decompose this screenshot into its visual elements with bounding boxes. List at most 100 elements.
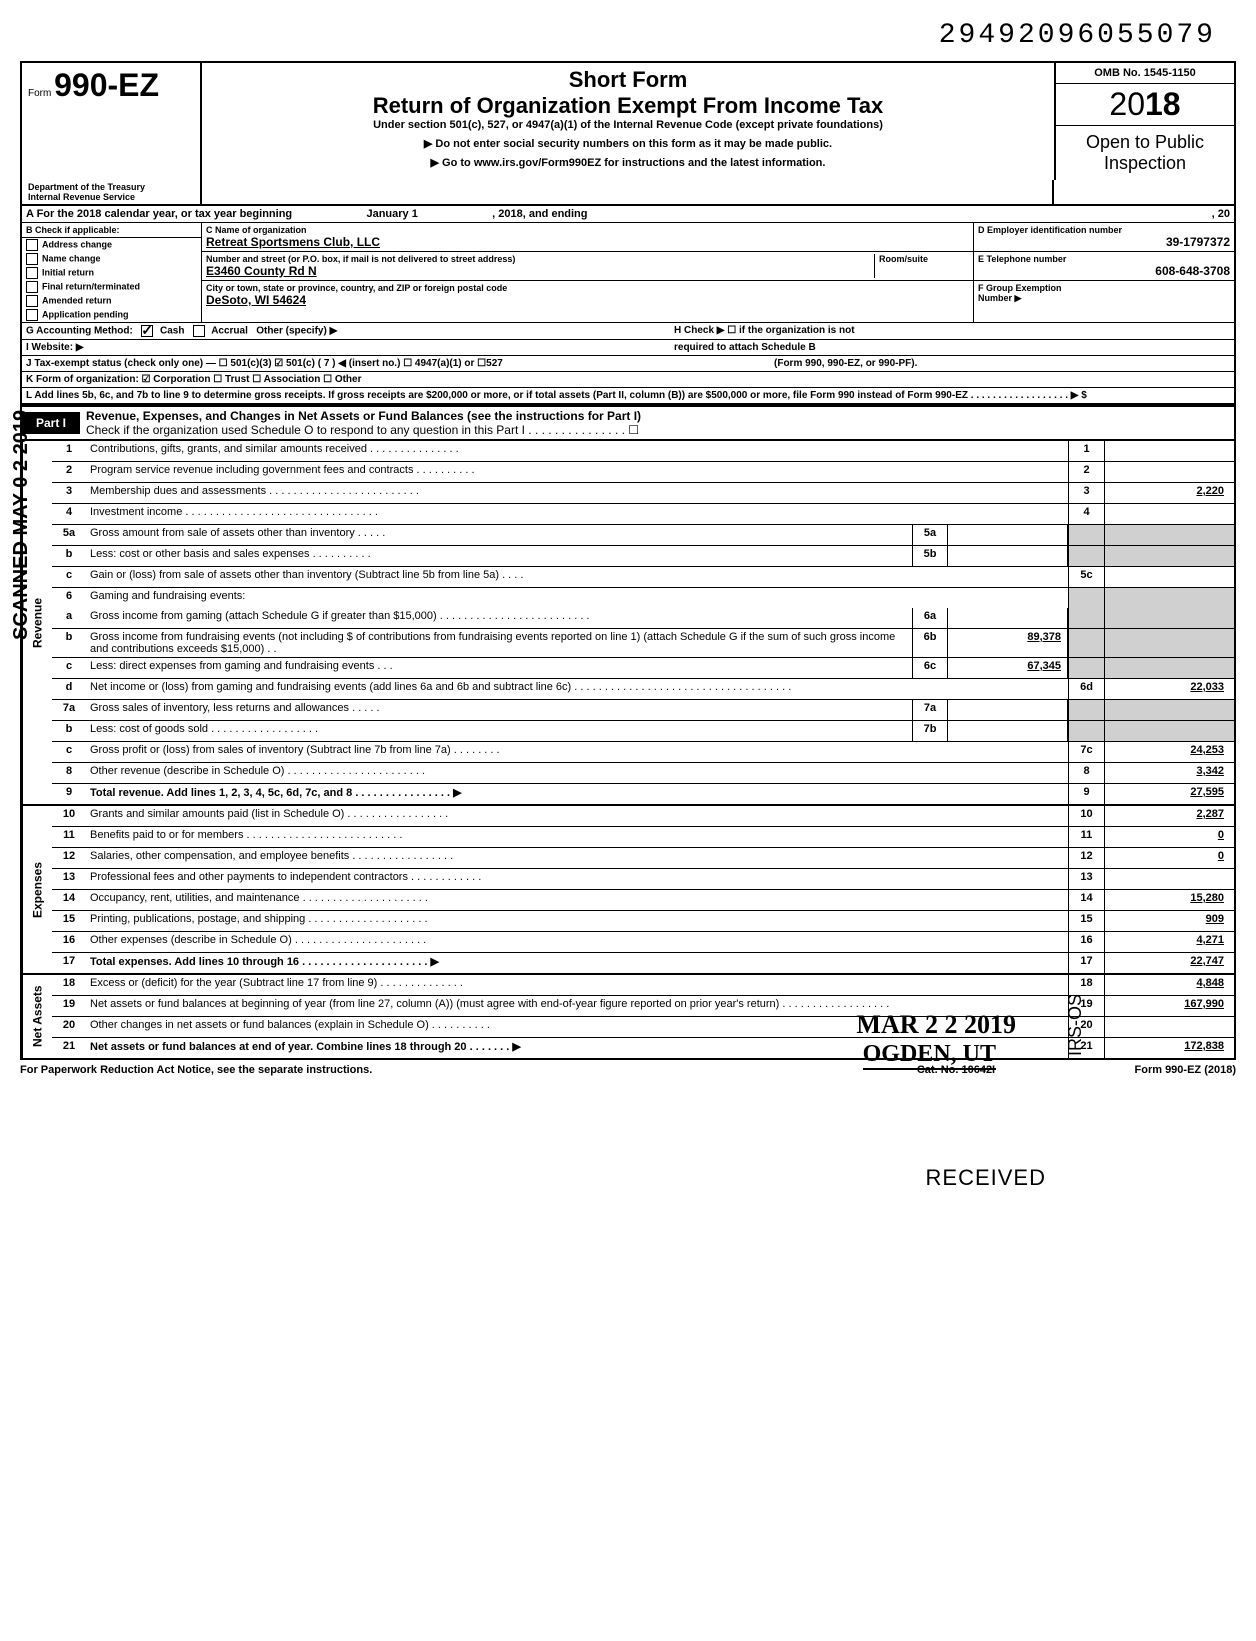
line-3-desc: Membership dues and assessments . . . . … xyxy=(86,483,1068,503)
checkbox-accrual[interactable] xyxy=(193,325,205,337)
title-box: Short Form Return of Organization Exempt… xyxy=(202,63,1054,180)
section-bcd: B Check if applicable: Address change Na… xyxy=(20,223,1236,323)
row-j: J Tax-exempt status (check only one) — ☐… xyxy=(20,356,1236,372)
line-7c-desc: Gross profit or (loss) from sales of inv… xyxy=(86,742,1068,762)
line-6a-val xyxy=(948,608,1068,628)
footer-right: Form 990-EZ (2018) xyxy=(1056,1064,1236,1076)
line-5b-desc: Less: cost or other basis and sales expe… xyxy=(86,546,912,566)
line-4-val xyxy=(1104,504,1234,524)
line-a: A For the 2018 calendar year, or tax yea… xyxy=(20,206,1236,223)
line-9-desc: Total revenue. Add lines 1, 2, 3, 4, 5c,… xyxy=(86,784,1068,804)
room-label: Room/suite xyxy=(879,254,969,264)
instruction-2: ▶ Go to www.irs.gov/Form990EZ for instru… xyxy=(206,156,1050,169)
line-7c-val: 24,253 xyxy=(1104,742,1234,762)
footer-left: For Paperwork Reduction Act Notice, see … xyxy=(20,1064,856,1076)
org-name: Retreat Sportsmens Club, LLC xyxy=(206,235,969,249)
form-number: 990-EZ xyxy=(54,67,159,103)
line-2-desc: Program service revenue including govern… xyxy=(86,462,1068,482)
city-val: DeSoto, WI 54624 xyxy=(206,293,969,307)
net-assets-section: Net Assets 18Excess or (deficit) for the… xyxy=(20,975,1236,1060)
lbl-accrual: Accrual xyxy=(211,326,248,337)
scanned-stamp: SCANNED MAY 0 2 2019 xyxy=(10,410,33,640)
line-6d-desc: Net income or (loss) from gaming and fun… xyxy=(86,679,1068,699)
checkbox-final-return[interactable] xyxy=(26,281,38,293)
received-stamp: RECEIVED xyxy=(926,1165,1046,1191)
part-1-title: Revenue, Expenses, and Changes in Net As… xyxy=(86,409,1228,423)
line-7b-val xyxy=(948,721,1068,741)
line-6c-desc: Less: direct expenses from gaming and fu… xyxy=(86,658,912,678)
dept-1: Department of the Treasury xyxy=(28,182,194,192)
omb-number: OMB No. 1545-1150 xyxy=(1056,63,1234,84)
ein-val: 39-1797372 xyxy=(978,235,1230,249)
line-11-desc: Benefits paid to or for members . . . . … xyxy=(86,827,1068,847)
line-1-desc: Contributions, gifts, grants, and simila… xyxy=(86,441,1068,461)
lbl-name-change: Name change xyxy=(42,253,101,263)
checkbox-application[interactable] xyxy=(26,309,38,321)
addr-val: E3460 County Rd N xyxy=(206,264,874,278)
dept-2: Internal Revenue Service xyxy=(28,192,194,202)
line-1-val xyxy=(1104,441,1234,461)
short-form-label: Short Form xyxy=(206,67,1050,93)
line-12-val: 0 xyxy=(1104,848,1234,868)
line-8-desc: Other revenue (describe in Schedule O) .… xyxy=(86,763,1068,783)
irs-os-stamp: IRS-OS xyxy=(1065,994,1086,1056)
row-i: I Website: ▶ required to attach Schedule… xyxy=(20,340,1236,356)
line-10-val: 2,287 xyxy=(1104,806,1234,826)
line-5a-desc: Gross amount from sale of assets other t… xyxy=(86,525,912,545)
checkbox-amended[interactable] xyxy=(26,295,38,307)
date-stamp: MAR 2 2 2019 xyxy=(856,1010,1016,1040)
line-18-val: 4,848 xyxy=(1104,975,1234,995)
side-expenses: Expenses xyxy=(22,806,52,973)
row-h-2: required to attach Schedule B xyxy=(674,342,1230,353)
line-12-desc: Salaries, other compensation, and employ… xyxy=(86,848,1068,868)
col-b-header: B Check if applicable: xyxy=(22,223,201,238)
line-a-end-lbl: , 2018, and ending xyxy=(492,208,587,220)
omb-box: OMB No. 1545-1150 20201818 Open to Publi… xyxy=(1054,63,1234,180)
col-b: B Check if applicable: Address change Na… xyxy=(22,223,202,322)
row-l: L Add lines 5b, 6c, and 7b to line 9 to … xyxy=(20,388,1236,405)
lbl-final-return: Final return/terminated xyxy=(42,281,140,291)
line-7a-val xyxy=(948,700,1068,720)
tel-label: E Telephone number xyxy=(978,254,1230,264)
lbl-cash: Cash xyxy=(160,326,184,337)
row-i-label: I Website: ▶ xyxy=(22,340,670,355)
checkbox-address-change[interactable] xyxy=(26,239,38,251)
row-g-label: G Accounting Method: xyxy=(26,326,133,337)
line-a-tail: , 20 xyxy=(1212,208,1230,220)
line-13-val xyxy=(1104,869,1234,889)
name-label: C Name of organization xyxy=(206,225,969,235)
row-h-3: (Form 990, 990-EZ, or 990-PF). xyxy=(774,358,1230,369)
line-13-desc: Professional fees and other payments to … xyxy=(86,869,1068,889)
lbl-amended: Amended return xyxy=(42,295,112,305)
checkbox-initial-return[interactable] xyxy=(26,267,38,279)
line-19-val: 167,990 xyxy=(1104,996,1234,1016)
ein-label: D Employer identification number xyxy=(978,225,1230,235)
line-11-val: 0 xyxy=(1104,827,1234,847)
part-1-check: Check if the organization used Schedule … xyxy=(86,423,1228,437)
addr-label: Number and street (or P.O. box, if mail … xyxy=(206,254,874,264)
row-h-1: H Check ▶ ☐ if the organization is not xyxy=(674,325,1230,336)
open-public: Open to Public Inspection xyxy=(1056,126,1234,180)
part-1-header: Part I Revenue, Expenses, and Changes in… xyxy=(20,405,1236,441)
col-d: D Employer identification number 39-1797… xyxy=(974,223,1234,322)
tax-year: 20201818 xyxy=(1056,84,1234,126)
grp-label: F Group Exemption xyxy=(978,283,1230,293)
col-c: C Name of organization Retreat Sportsmen… xyxy=(202,223,974,322)
line-4-desc: Investment income . . . . . . . . . . . … xyxy=(86,504,1068,524)
line-20-val xyxy=(1104,1017,1234,1037)
line-15-val: 909 xyxy=(1104,911,1234,931)
dept-row: Department of the Treasury Internal Reve… xyxy=(20,180,1236,206)
line-21-val: 172,838 xyxy=(1104,1038,1234,1058)
line-14-desc: Occupancy, rent, utilities, and maintena… xyxy=(86,890,1068,910)
line-14-val: 15,280 xyxy=(1104,890,1234,910)
line-6a-desc: Gross income from gaming (attach Schedul… xyxy=(86,608,912,628)
line-10-desc: Grants and similar amounts paid (list in… xyxy=(86,806,1068,826)
document-number: 29492096055079 xyxy=(20,20,1236,51)
checkbox-cash[interactable] xyxy=(141,325,153,337)
line-7b-desc: Less: cost of goods sold . . . . . . . .… xyxy=(86,721,912,741)
checkbox-name-change[interactable] xyxy=(26,253,38,265)
line-9-val: 27,595 xyxy=(1104,784,1234,804)
return-title: Return of Organization Exempt From Incom… xyxy=(206,93,1050,119)
line-3-val: 2,220 xyxy=(1104,483,1234,503)
line-2-val xyxy=(1104,462,1234,482)
